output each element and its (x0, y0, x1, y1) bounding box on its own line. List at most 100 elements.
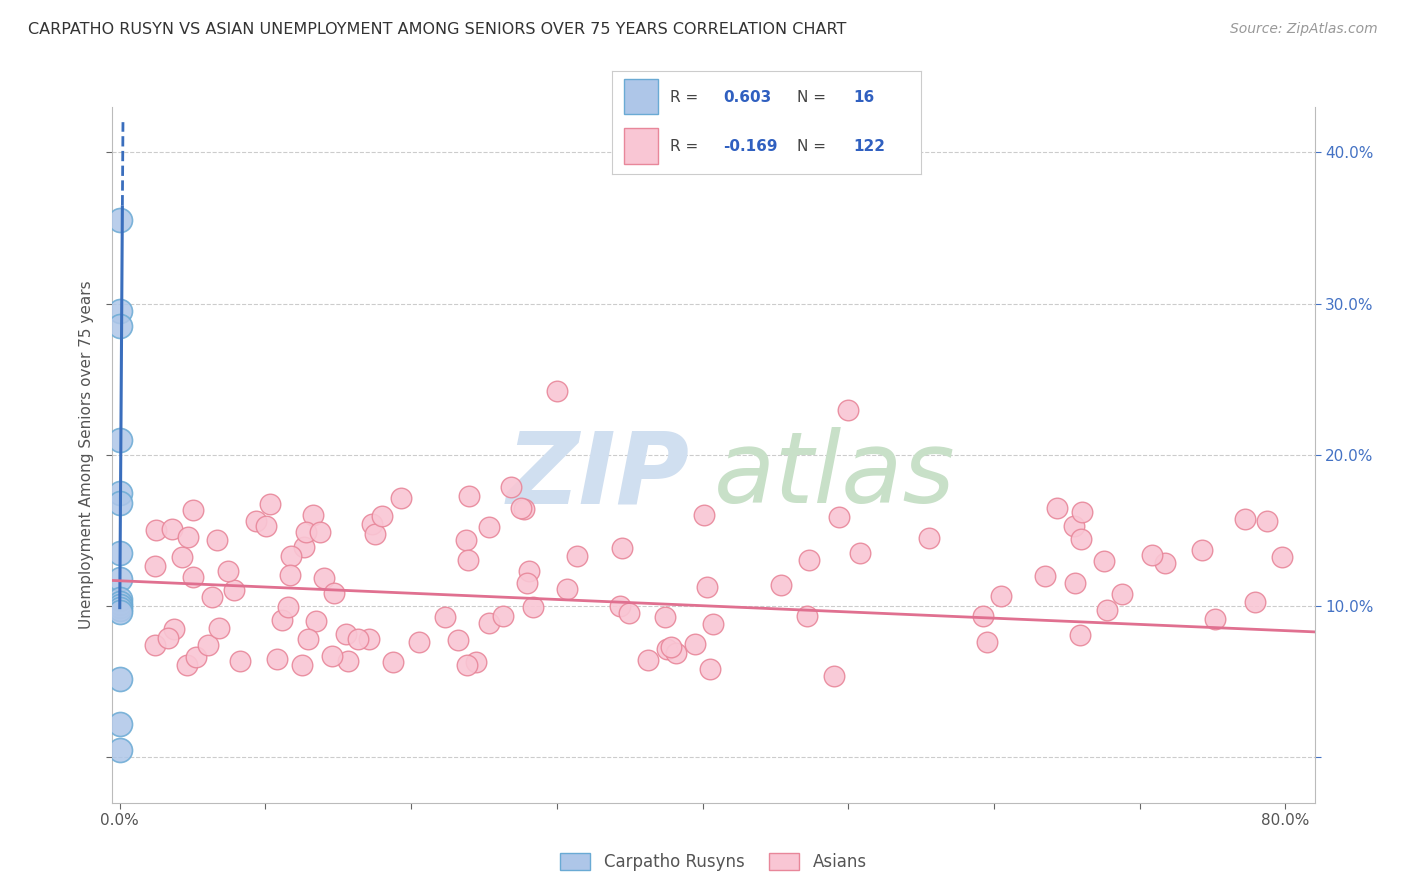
Text: R =: R = (671, 89, 703, 104)
Point (277, 599, 299, 614)
Point (837, 402, 859, 417)
Point (357, 632, 380, 646)
Point (1070, 532, 1092, 546)
Point (1140, 548, 1163, 562)
Point (609, 599, 631, 613)
Point (108, 717, 131, 731)
Point (108, 496, 131, 510)
Point (972, 609, 994, 624)
Point (224, 582, 246, 597)
Point (1111, 587, 1133, 601)
Point (610, 541, 633, 555)
Point (665, 646, 688, 660)
Point (918, 531, 941, 545)
Point (335, 627, 357, 641)
Point (1244, 594, 1267, 608)
Point (108, 572, 131, 586)
Point (849, 546, 872, 560)
Point (457, 552, 479, 566)
Text: 0.603: 0.603 (723, 89, 772, 104)
Point (108, 213, 131, 227)
Point (172, 549, 194, 564)
Point (1191, 543, 1213, 558)
Point (389, 491, 412, 506)
Point (266, 652, 288, 666)
Point (513, 502, 536, 516)
Point (145, 523, 167, 537)
Point (181, 503, 204, 517)
Point (108, 433, 131, 447)
Point (295, 525, 318, 540)
Point (1256, 514, 1278, 528)
FancyBboxPatch shape (624, 78, 658, 114)
Point (516, 576, 538, 591)
Point (828, 509, 851, 524)
Point (565, 549, 588, 563)
Point (361, 517, 384, 532)
Point (823, 669, 845, 683)
Point (976, 635, 998, 649)
Y-axis label: Unemployment Among Seniors over 75 years: Unemployment Among Seniors over 75 years (79, 281, 94, 629)
Point (229, 654, 252, 668)
Point (108, 672, 131, 686)
Point (456, 657, 478, 672)
Point (208, 621, 231, 635)
Point (1376, 380, 1399, 394)
Point (278, 568, 301, 582)
Text: atlas: atlas (713, 427, 955, 524)
Point (108, 546, 131, 560)
Point (245, 514, 267, 528)
Point (522, 599, 544, 614)
Text: N =: N = (797, 139, 831, 153)
Text: 122: 122 (853, 139, 884, 153)
Point (337, 654, 360, 668)
Point (305, 614, 328, 628)
Point (655, 641, 678, 656)
Point (297, 632, 319, 646)
Point (1271, 549, 1294, 564)
Point (797, 552, 820, 566)
Point (197, 638, 219, 652)
Point (364, 527, 387, 541)
Point (1046, 501, 1069, 516)
Point (1092, 554, 1115, 568)
Point (371, 508, 394, 523)
Point (1070, 505, 1092, 519)
Point (702, 617, 724, 632)
Point (156, 632, 179, 646)
Point (456, 533, 478, 548)
Point (143, 558, 166, 573)
Point (184, 650, 207, 665)
Point (555, 582, 578, 596)
Point (108, 596, 131, 610)
Point (464, 656, 486, 670)
Point (181, 569, 204, 583)
Point (501, 479, 523, 493)
Point (108, 591, 131, 606)
Point (108, 485, 131, 500)
Point (271, 613, 294, 627)
Point (1204, 612, 1226, 626)
Point (322, 586, 344, 600)
Point (659, 640, 682, 654)
Point (301, 508, 323, 523)
Point (699, 662, 721, 676)
Point (108, 304, 131, 318)
Point (990, 589, 1012, 603)
Point (108, 605, 131, 619)
Point (217, 564, 239, 578)
Point (619, 606, 641, 620)
Point (381, 656, 404, 670)
Point (510, 501, 533, 516)
Point (478, 615, 501, 630)
Point (259, 498, 281, 512)
Point (1154, 557, 1177, 571)
Point (1033, 568, 1056, 582)
Point (108, 599, 131, 614)
Point (637, 653, 659, 667)
Point (408, 635, 430, 649)
Point (1069, 628, 1091, 642)
Point (458, 489, 481, 503)
Point (108, 743, 131, 757)
Point (434, 610, 457, 624)
